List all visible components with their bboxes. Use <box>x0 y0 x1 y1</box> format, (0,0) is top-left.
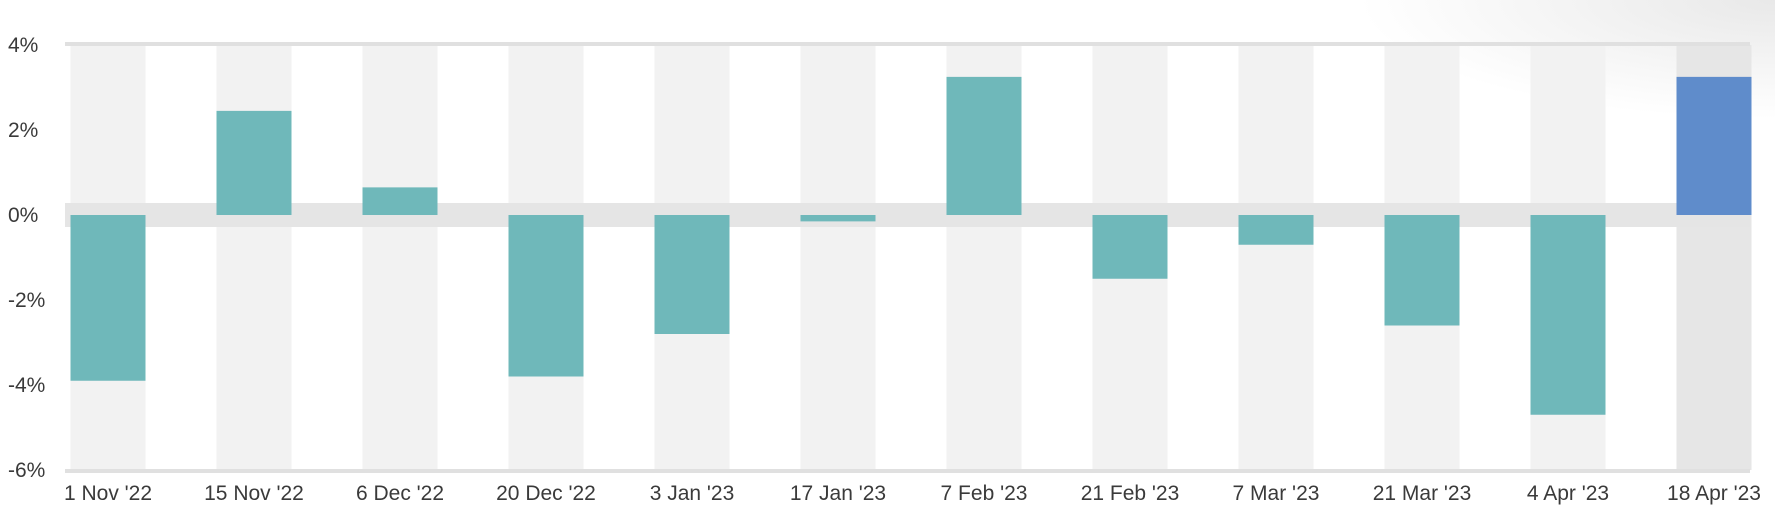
y-axis-labels: 4% 2% 0% -2% -4% -6% <box>8 34 45 482</box>
top-axis-line <box>65 42 1750 46</box>
y-tick-label: 0% <box>8 204 38 227</box>
x-tick-label: 7 Feb '23 <box>941 482 1028 505</box>
bar <box>1530 215 1606 415</box>
bar <box>946 76 1022 215</box>
bar <box>70 215 146 381</box>
column-band <box>1238 45 1314 470</box>
x-tick-label: 7 Mar '23 <box>1233 482 1320 505</box>
zero-band <box>65 203 1750 227</box>
bottom-axis-line <box>65 469 1750 473</box>
x-tick-label: 3 Jan '23 <box>650 482 735 505</box>
column-band <box>216 45 292 470</box>
column-band <box>800 45 876 470</box>
bar <box>362 187 438 215</box>
x-tick-label: 4 Apr '23 <box>1527 482 1609 505</box>
bar <box>1676 76 1752 215</box>
x-tick-label: 21 Mar '23 <box>1373 482 1472 505</box>
y-tick-label: -2% <box>8 289 45 312</box>
y-tick-label: 4% <box>8 34 38 57</box>
x-tick-label: 20 Dec '22 <box>496 482 596 505</box>
y-tick-label: -6% <box>8 459 45 482</box>
x-axis-labels: 1 Nov '22 15 Nov '22 6 Dec '22 20 Dec '22 3 … <box>64 482 1761 505</box>
bars <box>70 76 1752 415</box>
zero-line-band <box>65 203 1750 227</box>
x-tick-label: 21 Feb '23 <box>1081 482 1180 505</box>
bar <box>654 215 730 334</box>
x-tick-label: 18 Apr '23 <box>1667 482 1761 505</box>
column-band <box>362 45 438 470</box>
column-bands <box>70 45 1752 470</box>
x-tick-label: 6 Dec '22 <box>356 482 444 505</box>
bar <box>508 215 584 377</box>
axis-lines <box>65 42 1750 473</box>
y-tick-label: -4% <box>8 374 45 397</box>
x-tick-label: 17 Jan '23 <box>790 482 886 505</box>
bar <box>1092 215 1168 279</box>
x-tick-label: 15 Nov '22 <box>204 482 304 505</box>
bar <box>216 110 292 215</box>
x-tick-label: 1 Nov '22 <box>64 482 152 505</box>
bar <box>800 215 876 222</box>
bar <box>1238 215 1314 245</box>
y-tick-label: 2% <box>8 119 38 142</box>
bar <box>1384 215 1460 326</box>
